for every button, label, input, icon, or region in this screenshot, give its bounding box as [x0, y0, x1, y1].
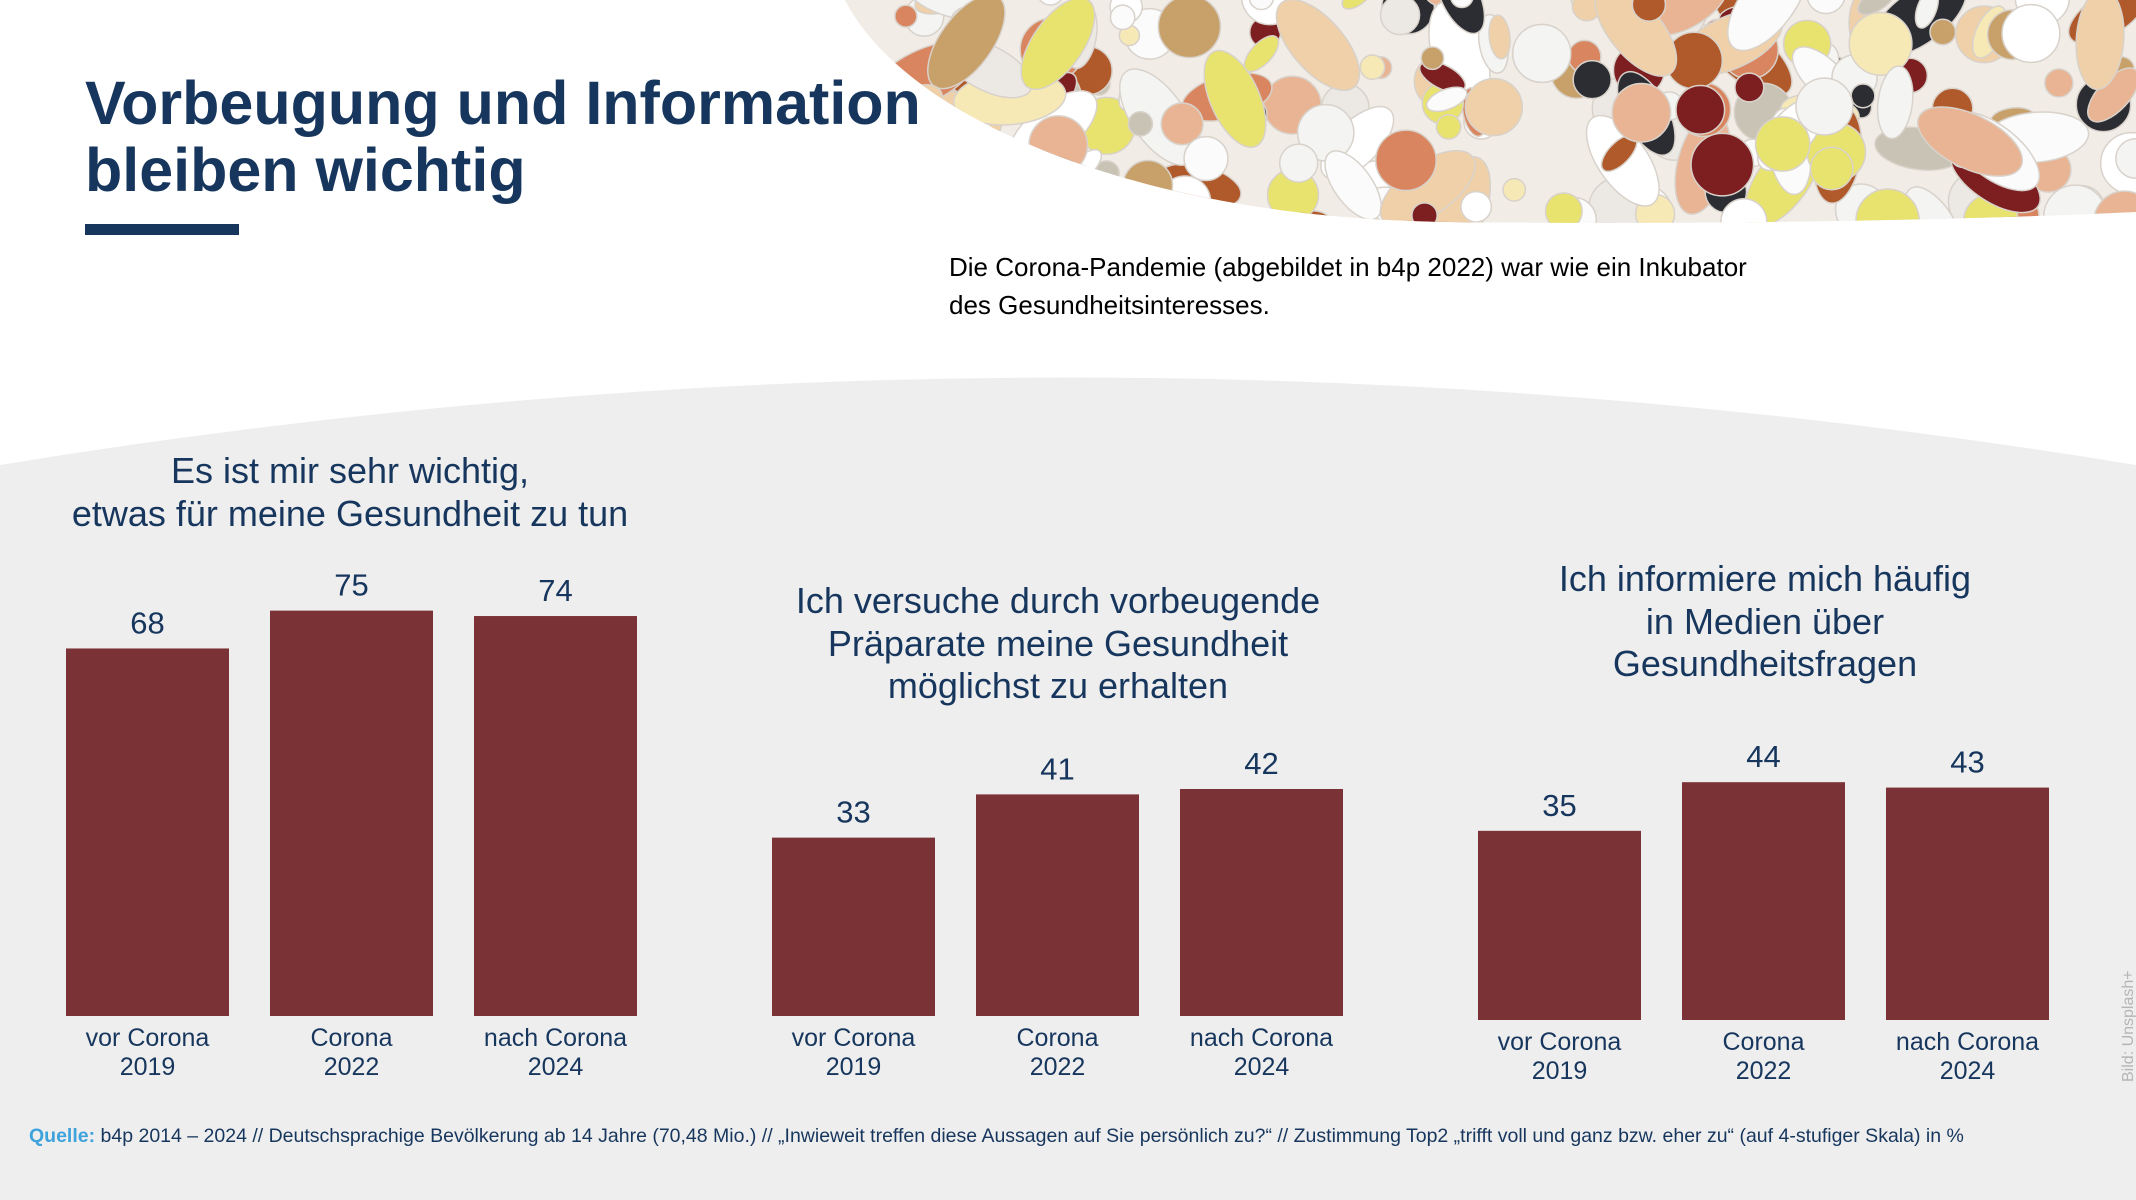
chart-2-title-line-3: möglichst zu erhalten	[887, 665, 1229, 706]
title-underline	[85, 224, 239, 235]
chart-1-value-label-2: 75	[334, 568, 368, 603]
chart-1-title-line-2: etwas für meine Gesundheit zu tun	[71, 492, 629, 534]
slide-title-line-1: Vorbeugung und Information	[85, 69, 921, 137]
chart-3-title-line-1: Ich informiere mich häufig	[1558, 558, 1972, 599]
chart-2-value-label-3: 42	[1244, 746, 1278, 781]
chart-1-category-label-3-line-2: 2024	[528, 1053, 584, 1081]
chart-2-category-label-2-line-1: Corona	[1017, 1024, 1099, 1052]
chart-2-bar-3	[1180, 788, 1343, 1016]
chart-3-category-label-3-line-2: 2024	[1940, 1057, 1996, 1085]
chart-2-category-label-1-line-2: 2019	[826, 1053, 882, 1081]
chart-1-title: Es ist mir sehr wichtig, etwas für meine…	[40, 450, 660, 535]
chart-3-value-label-1: 35	[1542, 788, 1576, 823]
intro-text: Die Corona-Pandemie (abgebildet in b4p 2…	[949, 248, 1747, 324]
chart-3-value-label-2: 44	[1746, 739, 1780, 774]
chart-2-category-label-3-line-1: nach Corona	[1190, 1024, 1333, 1052]
source-note: Quelle: b4p 2014 – 2024 // Deutschsprach…	[29, 1125, 1964, 1148]
chart-3-bar-2	[1682, 782, 1845, 1020]
chart-3-category-label-1-line-1: vor Corona	[1498, 1028, 1622, 1056]
chart-2-value-label-1: 33	[836, 795, 870, 830]
chart-2-category-label-1-line-1: vor Corona	[792, 1024, 916, 1052]
chart-2-title: Ich versuche durch vorbeugende Präparate…	[738, 580, 1378, 708]
chart-3-title-line-3: Gesundheitsfragen	[1612, 643, 1918, 684]
chart-3-bar-3	[1886, 787, 2049, 1020]
chart-1-bar-3	[474, 616, 637, 1016]
chart-3-bar-1	[1478, 830, 1641, 1020]
source-label: Quelle:	[29, 1125, 96, 1147]
chart-2-title-line-1: Ich versuche durch vorbeugende	[795, 580, 1321, 621]
source-text: b4p 2014 – 2024 // Deutschsprachige Bevö…	[100, 1125, 1964, 1147]
chart-1-value-label-1: 68	[130, 605, 164, 640]
chart-2-category-label-3-line-2: 2024	[1234, 1053, 1290, 1081]
chart-3-category-label-2-line-1: Corona	[1723, 1028, 1805, 1056]
chart-1-category-label-1-line-2: 2019	[120, 1053, 176, 1081]
chart-3-title-line-2: in Medien über	[1645, 600, 1885, 642]
chart-1-bar-2	[270, 610, 433, 1016]
chart-1-bar-1	[66, 648, 229, 1016]
slide-title: Vorbeugung und Information bleiben wicht…	[85, 70, 921, 204]
chart-2-bar-1	[772, 837, 935, 1016]
intro-line-2: des Gesundheitsinteresses.	[949, 290, 1270, 320]
slide-title-line-2: bleiben wichtig	[85, 136, 526, 204]
chart-1-category-label-1-line-1: vor Corona	[86, 1024, 210, 1052]
image-credit: Bild: Unsplash+	[2120, 970, 2136, 1082]
chart-2-value-label-2: 41	[1040, 751, 1074, 786]
chart-1-category-label-2-line-1: Corona	[311, 1024, 393, 1052]
chart-1-category-label-2-line-2: 2022	[324, 1053, 380, 1081]
chart-3-title: Ich informiere mich häufig in Medien übe…	[1460, 558, 2070, 686]
chart-2-title-line-2: Präparate meine Gesundheit	[827, 622, 1289, 664]
chart-1-title-line-1: Es ist mir sehr wichtig,	[170, 450, 530, 491]
chart-3-value-label-3: 43	[1950, 745, 1984, 780]
chart-1-value-label-3: 74	[538, 573, 572, 608]
chart-3-category-label-1-line-2: 2019	[1532, 1057, 1588, 1085]
chart-3-category-label-2-line-2: 2022	[1736, 1057, 1792, 1085]
intro-line-1: Die Corona-Pandemie (abgebildet in b4p 2…	[949, 252, 1747, 282]
chart-1-category-label-3-line-1: nach Corona	[484, 1024, 627, 1052]
pills-image	[845, 0, 2136, 223]
chart-3-category-label-3-line-1: nach Corona	[1896, 1028, 2039, 1056]
chart-2-bar-2	[976, 794, 1139, 1016]
chart-2-category-label-2-line-2: 2022	[1030, 1053, 1086, 1081]
